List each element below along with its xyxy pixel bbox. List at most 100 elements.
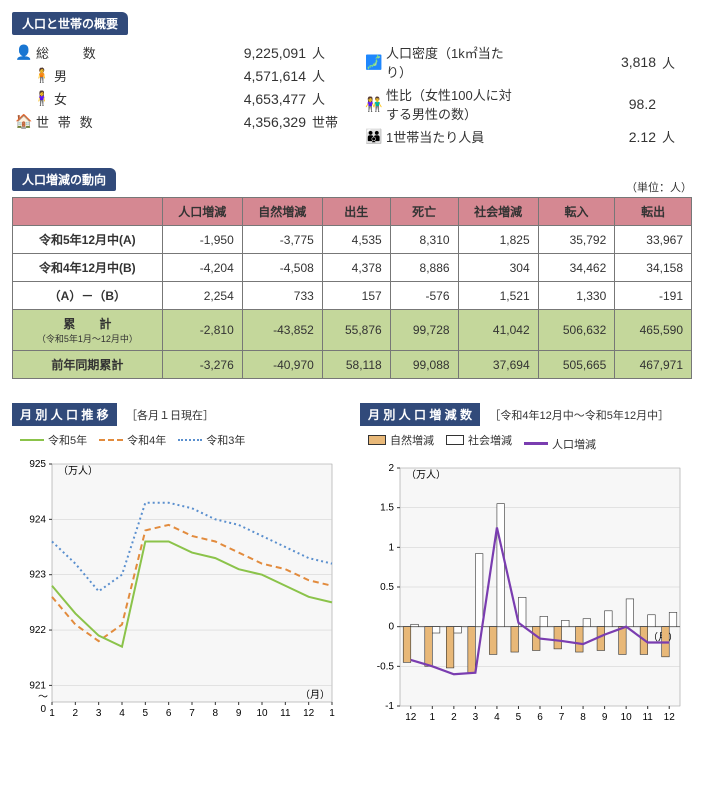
unit-note: （単位：人） xyxy=(626,179,692,195)
svg-text:6: 6 xyxy=(166,708,172,719)
svg-text:10: 10 xyxy=(256,708,268,719)
legend-item: 令和5年 xyxy=(20,432,87,448)
table-cell: -576 xyxy=(390,282,458,310)
table-row: 前年同期累計-3,276-40,97058,11899,08837,694505… xyxy=(13,351,692,379)
svg-text:3: 3 xyxy=(96,708,102,719)
legend-item: 令和3年 xyxy=(178,432,245,448)
population-table: 人口増減自然増減出生死亡社会増減転入転出 令和5年12月中(A)-1,950-3… xyxy=(12,197,692,379)
svg-text:11: 11 xyxy=(280,708,291,719)
table-row: 累 計（令和5年1月～12月中）-2,810-43,85255,87699,72… xyxy=(13,310,692,351)
table-cell: -4,204 xyxy=(162,254,242,282)
overview-icon: 👤 xyxy=(12,44,36,61)
table-cell: -40,970 xyxy=(242,351,322,379)
svg-text:925: 925 xyxy=(29,459,46,470)
chart1-title: 月 別 人 口 推 移 xyxy=(12,403,117,426)
table-row: （A）－（B）2,254733157-5761,5211,330-191 xyxy=(13,282,692,310)
chart1-legend: 令和5年令和4年令和3年 xyxy=(12,426,344,452)
svg-text:2: 2 xyxy=(451,712,457,723)
table-cell: -2,810 xyxy=(162,310,242,351)
table-row: 令和4年12月中(B)-4,204-4,5084,3788,88630434,4… xyxy=(13,254,692,282)
table-cell: -43,852 xyxy=(242,310,322,351)
section1-header: 人口と世帯の概要 xyxy=(12,12,128,35)
table-cell: 2,254 xyxy=(162,282,242,310)
svg-text:1: 1 xyxy=(329,708,335,719)
overview-unit: 人 xyxy=(312,89,342,108)
svg-text:（万人）: （万人） xyxy=(58,465,98,477)
svg-text:9: 9 xyxy=(236,708,242,719)
svg-text:2: 2 xyxy=(388,463,394,474)
overview-value: 3,818 xyxy=(521,54,662,70)
svg-text:1.5: 1.5 xyxy=(380,502,394,513)
chart1-svg: 921922923924925～01234567891011121（万人）（月） xyxy=(12,452,342,732)
table-cell: -1,950 xyxy=(162,226,242,254)
chart1-note: ［各月１日現在］ xyxy=(126,410,214,422)
table-cell: 304 xyxy=(458,254,538,282)
svg-text:0.5: 0.5 xyxy=(380,582,394,593)
table-header xyxy=(13,198,163,226)
overview-icon: 👫 xyxy=(362,96,386,113)
table-cell: 34,462 xyxy=(538,254,615,282)
overview-unit: 人 xyxy=(662,127,692,146)
svg-text:1: 1 xyxy=(49,708,55,719)
chart1-col: 月 別 人 口 推 移 ［各月１日現在］ 令和5年令和4年令和3年 921922… xyxy=(12,403,344,736)
svg-text:921: 921 xyxy=(29,680,46,691)
overview-icon: 🗾 xyxy=(362,54,386,71)
svg-text:6: 6 xyxy=(537,712,543,723)
row-label: （A）－（B） xyxy=(13,282,163,310)
svg-text:4: 4 xyxy=(494,712,500,723)
overview-value: 4,356,329 xyxy=(116,114,312,130)
svg-text:-1: -1 xyxy=(385,701,394,712)
svg-text:12: 12 xyxy=(405,712,417,723)
table-header: 転出 xyxy=(615,198,692,226)
table-cell: -3,775 xyxy=(242,226,322,254)
svg-text:-0.5: -0.5 xyxy=(377,661,395,672)
svg-text:7: 7 xyxy=(559,712,565,723)
svg-text:1: 1 xyxy=(388,542,394,553)
overview-right: 🗾人口密度（1k㎡当たり）3,818人👫性比（女性100人に対する男性の数）98… xyxy=(362,41,692,148)
table-cell: 733 xyxy=(242,282,322,310)
svg-text:2: 2 xyxy=(73,708,79,719)
table-cell: 1,330 xyxy=(538,282,615,310)
table-cell: 35,792 xyxy=(538,226,615,254)
svg-text:（月）: （月） xyxy=(300,689,330,701)
svg-text:（万人）: （万人） xyxy=(406,469,446,481)
table-header: 社会増減 xyxy=(458,198,538,226)
svg-text:0: 0 xyxy=(40,704,46,715)
row-label: 前年同期累計 xyxy=(13,351,163,379)
svg-text:12: 12 xyxy=(664,712,676,723)
overview-unit: 人 xyxy=(662,53,692,72)
svg-text:922: 922 xyxy=(29,625,46,636)
table-cell: 467,971 xyxy=(615,351,692,379)
overview-left: 👤総 数9,225,091人🧍男4,571,614人🧍‍♀️女4,653,477… xyxy=(12,41,342,148)
overview-value: 9,225,091 xyxy=(116,45,312,61)
row-label: 累 計（令和5年1月～12月中） xyxy=(13,310,163,351)
overview-block: 👤総 数9,225,091人🧍男4,571,614人🧍‍♀️女4,653,477… xyxy=(12,41,692,148)
overview-label: 性比（女性100人に対する男性の数） xyxy=(386,85,521,123)
table-cell: 37,694 xyxy=(458,351,538,379)
svg-text:923: 923 xyxy=(29,570,46,581)
table-cell: 505,665 xyxy=(538,351,615,379)
overview-value: 2.12 xyxy=(521,129,662,145)
table-cell: 4,378 xyxy=(322,254,390,282)
svg-text:4: 4 xyxy=(119,708,125,719)
table-cell: -191 xyxy=(615,282,692,310)
table-cell: 99,728 xyxy=(390,310,458,351)
overview-unit: 人 xyxy=(312,66,342,85)
table-header: 転入 xyxy=(538,198,615,226)
table-header: 死亡 xyxy=(390,198,458,226)
table-row: 令和5年12月中(A)-1,950-3,7754,5358,3101,82535… xyxy=(13,226,692,254)
svg-text:11: 11 xyxy=(642,712,653,723)
table-cell: 1,825 xyxy=(458,226,538,254)
table-cell: 465,590 xyxy=(615,310,692,351)
table-cell: 33,967 xyxy=(615,226,692,254)
overview-icon: 🧍‍♀️ xyxy=(12,90,54,107)
svg-text:8: 8 xyxy=(580,712,586,723)
row-label: 令和4年12月中(B) xyxy=(13,254,163,282)
section2-header: 人口増減の動向 xyxy=(12,168,116,191)
legend-item: 自然増減 xyxy=(368,432,434,448)
overview-value: 4,653,477 xyxy=(134,91,312,107)
svg-text:10: 10 xyxy=(621,712,633,723)
overview-label: 総 数 xyxy=(36,43,116,62)
chart2-legend: 自然増減社会増減人口増減 xyxy=(360,426,692,456)
overview-label: 1世帯当たり人員 xyxy=(386,127,521,146)
